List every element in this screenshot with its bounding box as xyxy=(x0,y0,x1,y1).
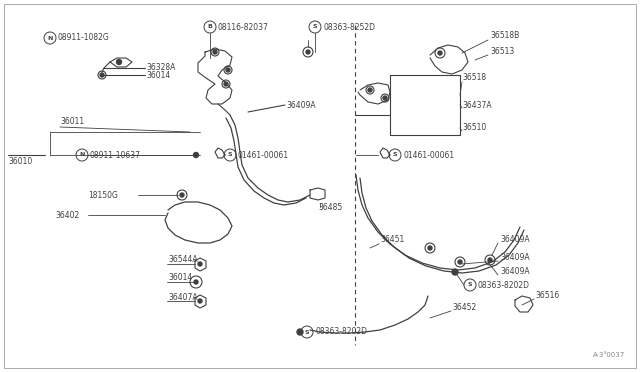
Circle shape xyxy=(488,258,492,262)
Text: 36510: 36510 xyxy=(462,124,486,132)
Text: 36452: 36452 xyxy=(452,302,476,311)
Circle shape xyxy=(180,193,184,197)
Text: 08363-8202D: 08363-8202D xyxy=(315,327,367,337)
Circle shape xyxy=(224,82,228,86)
Text: 36451: 36451 xyxy=(380,235,404,244)
Text: S: S xyxy=(305,330,309,334)
Text: 08116-82037: 08116-82037 xyxy=(218,22,269,32)
Text: 36014: 36014 xyxy=(146,71,170,80)
Circle shape xyxy=(297,329,303,335)
Text: 18150G: 18150G xyxy=(88,190,118,199)
Circle shape xyxy=(383,96,387,100)
Text: 36409A: 36409A xyxy=(500,235,530,244)
Text: 08911-1082G: 08911-1082G xyxy=(58,33,109,42)
Circle shape xyxy=(438,51,442,55)
Text: 01461-00061: 01461-00061 xyxy=(403,151,454,160)
Text: 36485: 36485 xyxy=(318,203,342,212)
Circle shape xyxy=(116,60,122,64)
Circle shape xyxy=(428,246,432,250)
Text: S: S xyxy=(228,153,232,157)
Circle shape xyxy=(100,73,104,77)
Text: A·3³0037: A·3³0037 xyxy=(593,352,625,358)
Text: 36518B: 36518B xyxy=(490,31,519,39)
Text: 08363-8252D: 08363-8252D xyxy=(323,22,375,32)
Text: 08911-10637: 08911-10637 xyxy=(90,151,141,160)
Text: 36407A: 36407A xyxy=(168,292,198,301)
Text: B: B xyxy=(207,25,212,29)
Text: 36437A: 36437A xyxy=(462,100,492,109)
Text: 08363-8202D: 08363-8202D xyxy=(478,280,530,289)
Circle shape xyxy=(193,153,198,157)
Text: 36409A: 36409A xyxy=(500,253,530,263)
Circle shape xyxy=(213,50,217,54)
Text: 36014: 36014 xyxy=(168,273,192,282)
Text: 36513: 36513 xyxy=(490,48,515,57)
Text: S: S xyxy=(393,153,397,157)
Circle shape xyxy=(226,68,230,72)
Text: N: N xyxy=(79,153,84,157)
Text: 36328A: 36328A xyxy=(146,64,175,73)
Text: N: N xyxy=(47,35,52,41)
Text: 36516: 36516 xyxy=(535,291,559,299)
Circle shape xyxy=(306,50,310,54)
Circle shape xyxy=(458,260,462,264)
Circle shape xyxy=(194,280,198,284)
Text: 36402: 36402 xyxy=(55,211,79,219)
Text: S: S xyxy=(313,25,317,29)
Text: 36544A: 36544A xyxy=(168,256,198,264)
Circle shape xyxy=(198,299,202,303)
Text: 36409A: 36409A xyxy=(286,100,316,109)
Circle shape xyxy=(368,88,372,92)
Text: 36409A: 36409A xyxy=(500,267,530,276)
Circle shape xyxy=(198,262,202,266)
Text: S: S xyxy=(468,282,472,288)
Text: 36010: 36010 xyxy=(8,157,32,167)
Text: 01461-00061: 01461-00061 xyxy=(238,151,289,160)
Text: 36518: 36518 xyxy=(462,74,486,83)
Text: 36011: 36011 xyxy=(60,118,84,126)
Circle shape xyxy=(452,269,458,275)
